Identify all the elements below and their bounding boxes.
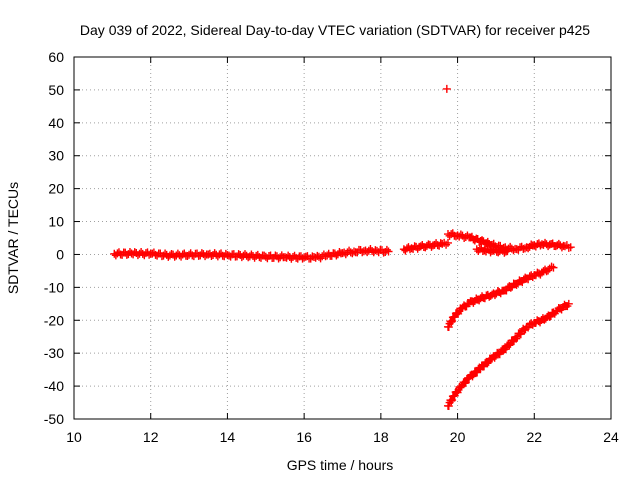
- x-axis-label: GPS time / hours: [287, 457, 394, 473]
- series-outlier: [442, 84, 451, 93]
- y-tick-label: 30: [48, 148, 64, 164]
- y-tick-label: -50: [44, 411, 64, 427]
- series-main-band: [110, 245, 393, 263]
- y-tick-label: -20: [44, 312, 64, 328]
- grid: [74, 57, 611, 419]
- series-lower-branch: [443, 299, 573, 411]
- data-marker-trace: [110, 245, 393, 263]
- y-tick-label: 60: [48, 49, 64, 65]
- series-middle-branch: [443, 262, 558, 332]
- x-tick-label: 20: [450, 429, 466, 445]
- y-tick-label: 10: [48, 214, 64, 230]
- x-tick-label: 10: [66, 429, 82, 445]
- x-tick-label: 22: [526, 429, 542, 445]
- x-tick-label: 14: [220, 429, 236, 445]
- y-tick-label: 0: [56, 246, 64, 262]
- data-marker-trace: [443, 262, 558, 332]
- plot-frame: [73, 56, 612, 420]
- y-tick-label: 40: [48, 115, 64, 131]
- series-rising-segment: [399, 238, 452, 255]
- chart-title: Day 039 of 2022, Sidereal Day-to-day VTE…: [80, 22, 590, 38]
- tick-labels: 10 12 14 16 18 20 22 24 -50 -40 -30 -20 -10 0 10 20 30 40…: [44, 49, 619, 445]
- x-tick-label: 12: [143, 429, 159, 445]
- y-tick-label: -40: [44, 378, 64, 394]
- data-marker-trace: [442, 84, 451, 93]
- series-secondary-branch: [472, 244, 512, 257]
- x-tick-label: 18: [373, 429, 389, 445]
- axis-ticks: [73, 56, 612, 420]
- data-marker-trace: [443, 299, 573, 411]
- data-marker-trace: [472, 244, 512, 257]
- y-axis-label: SDTVAR / TECUs: [5, 182, 21, 294]
- y-tick-label: 50: [48, 82, 64, 98]
- y-tick-label: -10: [44, 279, 64, 295]
- y-tick-label: -30: [44, 345, 64, 361]
- x-tick-label: 16: [296, 429, 312, 445]
- data-marker-trace: [399, 238, 452, 255]
- data-points: [110, 84, 575, 411]
- x-tick-label: 24: [603, 429, 619, 445]
- y-tick-label: 20: [48, 181, 64, 197]
